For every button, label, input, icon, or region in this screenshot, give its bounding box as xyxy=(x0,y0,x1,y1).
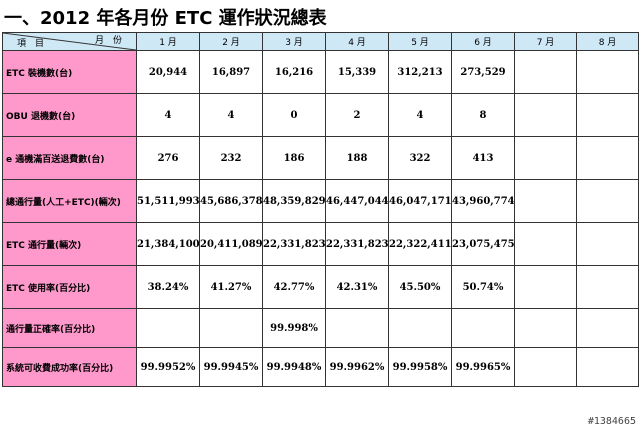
table-cell: 50.74% xyxy=(451,265,515,309)
table-cell: 38.24% xyxy=(136,265,200,309)
row-label: 總通行量(人工+ETC)(輛次) xyxy=(2,179,137,223)
etc-status-table: 月 份 項 目 1 月 2 月 3 月 4 月 5 月 6 月 7 月 8 月 … xyxy=(2,32,639,387)
page-title: 一、2012 年各月份 ETC 運作狀況總表 xyxy=(4,8,327,29)
table-cell: 8 xyxy=(451,93,515,137)
table-cell xyxy=(576,93,639,137)
table-cell: 42.31% xyxy=(325,265,389,309)
table-cell: 99.9965% xyxy=(451,347,515,387)
table-cell xyxy=(514,222,577,266)
table-cell xyxy=(514,308,577,348)
table-cell: 16,216 xyxy=(262,50,326,94)
table-row: ETC 通行量(輛次) 21,384,100 20,411,089 22,331… xyxy=(2,222,639,266)
table-row: 總通行量(人工+ETC)(輛次) 51,511,993 45,686,378 4… xyxy=(2,179,639,223)
table-cell: 15,339 xyxy=(325,50,389,94)
table-row: e 通機滿百送退費數(台) 276 232 186 188 322 413 xyxy=(2,136,639,180)
month-header: 4 月 xyxy=(325,32,389,51)
table-cell: 20,944 xyxy=(136,50,200,94)
table-cell: 99.9952% xyxy=(136,347,200,387)
table-cell: 4 xyxy=(199,93,263,137)
table-cell: 413 xyxy=(451,136,515,180)
row-label: OBU 退機數(台) xyxy=(2,93,137,137)
table-cell: 312,213 xyxy=(388,50,452,94)
table-cell: 22,331,823 xyxy=(325,222,389,266)
table-cell xyxy=(576,222,639,266)
diagonal-divider xyxy=(3,33,136,50)
table-cell: 16,897 xyxy=(199,50,263,94)
corner-item-label: 項 目 xyxy=(17,39,45,49)
table-cell xyxy=(451,308,515,348)
corner-month-label: 月 份 xyxy=(94,36,122,46)
table-cell: 45.50% xyxy=(388,265,452,309)
table-row: 系統可收費成功率(百分比) 99.9952% 99.9945% 99.9948%… xyxy=(2,347,639,387)
table-cell: 99.9948% xyxy=(262,347,326,387)
table-cell xyxy=(514,50,577,94)
table-cell: 188 xyxy=(325,136,389,180)
table-cell xyxy=(199,308,263,348)
table-row: 通行量正確率(百分比) 99.998% xyxy=(2,308,639,348)
table-cell xyxy=(514,179,577,223)
table-cell: 4 xyxy=(388,93,452,137)
row-label: ETC 裝機數(台) xyxy=(2,50,137,94)
month-header: 8 月 xyxy=(576,32,639,51)
table-cell: 276 xyxy=(136,136,200,180)
table-cell: 21,384,100 xyxy=(136,222,200,266)
table-row: OBU 退機數(台) 4 4 0 2 4 8 xyxy=(2,93,639,137)
header-corner-cell: 月 份 項 目 xyxy=(2,32,137,51)
table-cell: 20,411,089 xyxy=(199,222,263,266)
table-cell: 186 xyxy=(262,136,326,180)
table-cell: 2 xyxy=(325,93,389,137)
month-header: 7 月 xyxy=(514,32,577,51)
month-header: 2 月 xyxy=(199,32,263,51)
table-cell: 0 xyxy=(262,93,326,137)
table-row: ETC 裝機數(台) 20,944 16,897 16,216 15,339 3… xyxy=(2,50,639,94)
table-cell: 4 xyxy=(136,93,200,137)
table-cell: 99.998% xyxy=(262,308,326,348)
table-cell: 232 xyxy=(199,136,263,180)
table-cell: 41.27% xyxy=(199,265,263,309)
month-header: 1 月 xyxy=(136,32,200,51)
table-cell xyxy=(136,308,200,348)
table-cell xyxy=(576,308,639,348)
table-cell: 42.77% xyxy=(262,265,326,309)
table-cell: 22,322,411 xyxy=(388,222,452,266)
table-cell: 46,447,044 xyxy=(325,179,389,223)
table-cell: 51,511,993 xyxy=(136,179,200,223)
row-label: ETC 使用率(百分比) xyxy=(2,265,137,309)
month-header: 6 月 xyxy=(451,32,515,51)
watermark-id: #1384665 xyxy=(587,416,636,427)
table-cell: 99.9945% xyxy=(199,347,263,387)
table-cell: 46,047,171 xyxy=(388,179,452,223)
row-label: 系統可收費成功率(百分比) xyxy=(2,347,137,387)
table-cell: 99.9958% xyxy=(388,347,452,387)
table-cell xyxy=(388,308,452,348)
table-cell xyxy=(514,265,577,309)
table-cell xyxy=(514,93,577,137)
month-header: 5 月 xyxy=(388,32,452,51)
table-cell xyxy=(576,347,639,387)
table-cell: 45,686,378 xyxy=(199,179,263,223)
row-label: 通行量正確率(百分比) xyxy=(2,308,137,348)
row-label: e 通機滿百送退費數(台) xyxy=(2,136,137,180)
table-cell: 48,359,829 xyxy=(262,179,326,223)
table-row: ETC 使用率(百分比) 38.24% 41.27% 42.77% 42.31%… xyxy=(2,265,639,309)
table-cell xyxy=(514,347,577,387)
table-cell: 43,960,774 xyxy=(451,179,515,223)
table-cell: 23,075,475 xyxy=(451,222,515,266)
table-cell: 273,529 xyxy=(451,50,515,94)
table-cell: 99.9962% xyxy=(325,347,389,387)
table-cell xyxy=(514,136,577,180)
table-cell xyxy=(576,265,639,309)
table-cell xyxy=(576,136,639,180)
table-cell xyxy=(325,308,389,348)
table-cell xyxy=(576,50,639,94)
table-cell: 22,331,823 xyxy=(262,222,326,266)
table-cell: 322 xyxy=(388,136,452,180)
row-label: ETC 通行量(輛次) xyxy=(2,222,137,266)
month-header: 3 月 xyxy=(262,32,326,51)
table-cell xyxy=(576,179,639,223)
header-row: 月 份 項 目 1 月 2 月 3 月 4 月 5 月 6 月 7 月 8 月 xyxy=(2,32,639,51)
